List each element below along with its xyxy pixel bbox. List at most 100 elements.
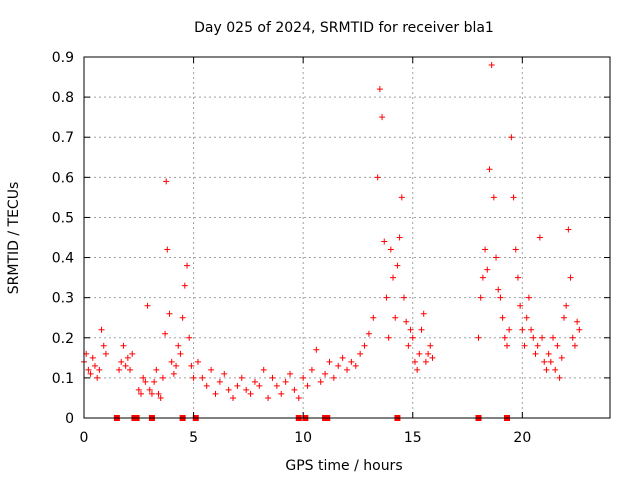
grid-lines: [84, 57, 610, 418]
data-point: [385, 334, 392, 341]
data-point: [181, 282, 188, 289]
data-point: [120, 342, 127, 349]
data-point: [501, 334, 508, 341]
data-point: [539, 334, 546, 341]
data-point: [159, 374, 166, 381]
data-point: [118, 358, 125, 365]
data-point: [486, 166, 493, 173]
data-point: [383, 294, 390, 301]
data-point: [550, 334, 557, 341]
data-point: [400, 294, 407, 301]
data-point: [411, 358, 418, 365]
data-point: [475, 334, 482, 341]
data-point: [477, 294, 484, 301]
chart-title: Day 025 of 2024, SRMTID for receiver bla…: [194, 20, 494, 36]
data-point: [335, 362, 342, 369]
y-tick-label: 0: [65, 411, 74, 427]
data-point: [247, 390, 254, 397]
data-point: [98, 326, 105, 333]
data-point: [251, 378, 258, 385]
data-point: [188, 362, 195, 369]
data-point: [414, 366, 421, 373]
data-point: [405, 342, 412, 349]
data-point: [508, 134, 515, 141]
data-point: [506, 326, 513, 333]
data-point: [308, 366, 315, 373]
data-point: [565, 226, 572, 233]
data-point: [479, 274, 486, 281]
data-point: [186, 334, 193, 341]
data-point: [396, 234, 403, 241]
x-tick-label: 10: [294, 430, 312, 446]
data-point: [190, 374, 197, 381]
data-point: [96, 366, 103, 373]
data-point: [87, 370, 94, 377]
data-point: [278, 390, 285, 397]
axis-ticks: 0 0.1 0.2 0.3 0.4 0.5 0.6 0.7 0.8 0.9 0 5 10 15 20: [52, 50, 610, 446]
data-point: [521, 342, 528, 349]
data-point: [514, 274, 521, 281]
data-point: [517, 302, 524, 309]
y-tick-label: 0.2: [52, 331, 74, 347]
data-point: [317, 378, 324, 385]
data-point: [208, 366, 215, 373]
x-tick-label: 20: [513, 430, 531, 446]
y-axis-label: SRMTID / TECUs: [6, 182, 22, 295]
data-point: [563, 302, 570, 309]
data-point: [184, 262, 191, 269]
data-point: [260, 366, 267, 373]
data-point: [569, 334, 576, 341]
data-point: [543, 366, 550, 373]
data-point: [558, 354, 565, 361]
data-point: [394, 262, 401, 269]
data-point: [574, 318, 581, 325]
data-point: [365, 330, 372, 337]
data-point: [230, 394, 237, 401]
data-point: [418, 326, 425, 333]
x-tick-label: 15: [404, 430, 422, 446]
data-point: [326, 358, 333, 365]
data-point: [495, 286, 502, 293]
data-point: [168, 358, 175, 365]
data-point: [287, 370, 294, 377]
plot-frame: [83, 56, 611, 419]
x-tick-label: 5: [189, 430, 198, 446]
data-point: [376, 86, 383, 93]
data-point: [499, 314, 506, 321]
data-point: [313, 346, 320, 353]
data-point: [142, 378, 149, 385]
data-point: [503, 342, 510, 349]
data-point: [157, 394, 164, 401]
data-point: [179, 314, 186, 321]
data-point: [212, 390, 219, 397]
data-point: [392, 314, 399, 321]
data-point: [124, 354, 131, 361]
data-point: [576, 326, 583, 333]
data-point: [525, 294, 532, 301]
data-point: [512, 246, 519, 253]
x-tick-label: 0: [80, 430, 89, 446]
data-point: [102, 350, 109, 357]
data-point: [91, 362, 98, 369]
data-point: [409, 334, 416, 341]
data-point: [374, 174, 381, 181]
data-point: [300, 374, 307, 381]
data-point: [85, 366, 92, 373]
data-point: [148, 390, 155, 397]
data-point: [122, 362, 129, 369]
data-point: [484, 266, 491, 273]
y-tick-label: 0.4: [52, 251, 74, 267]
data-point: [403, 318, 410, 325]
data-point: [173, 362, 180, 369]
data-point: [493, 254, 500, 261]
data-point: [416, 350, 423, 357]
data-point: [322, 370, 329, 377]
data-point: [163, 178, 170, 185]
data-point: [170, 370, 177, 377]
data-point: [541, 358, 548, 365]
data-point: [534, 342, 541, 349]
data-point: [94, 374, 101, 381]
data-point: [482, 246, 489, 253]
data-point: [560, 314, 567, 321]
